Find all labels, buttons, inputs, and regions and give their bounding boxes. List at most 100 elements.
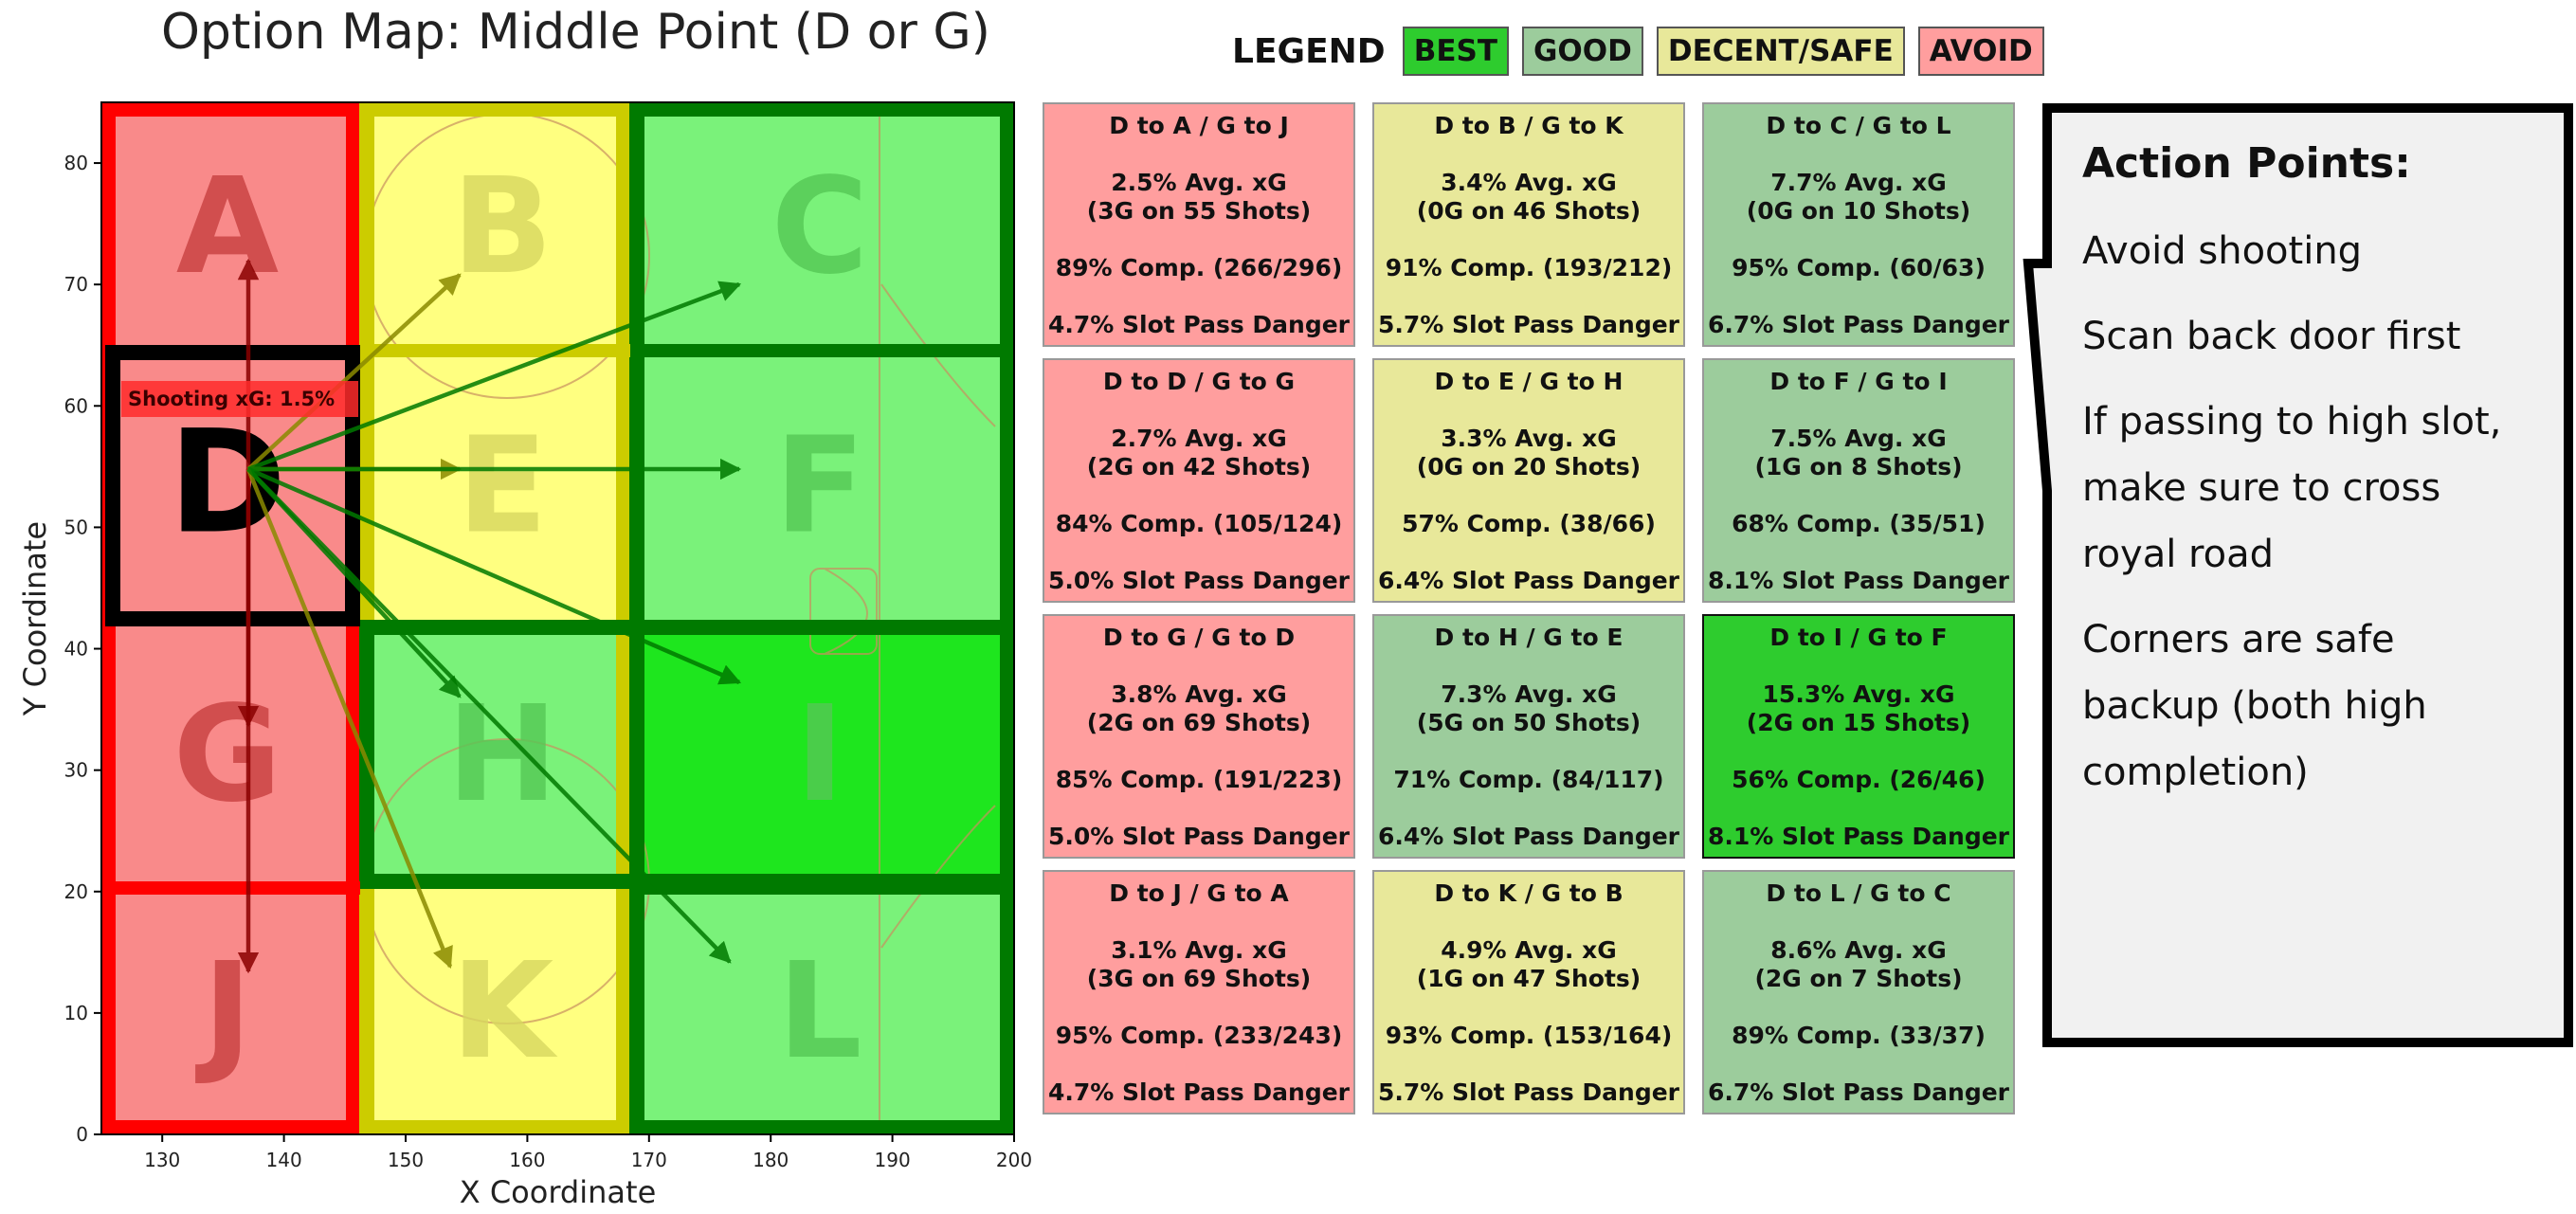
card-avg-xg: 7.5% Avg. xG: [1770, 425, 1947, 452]
zone-h: [360, 621, 630, 888]
card-header: D to F / G to I: [1769, 368, 1948, 395]
card-completion: 91% Comp. (193/212): [1385, 254, 1673, 281]
plot-frame: [100, 101, 1015, 1135]
zone-letter-i: I: [795, 678, 844, 832]
card-shots: (3G on 55 Shots): [1086, 197, 1312, 225]
card-completion: 56% Comp. (26/46): [1732, 766, 1986, 793]
action-points: Action Points: Avoid shooting Scan back …: [2082, 131, 2528, 824]
card-shots: (3G on 69 Shots): [1086, 965, 1312, 992]
origin-zone-box: [105, 345, 360, 626]
action-point: Scan back door first: [2082, 315, 2461, 358]
card-avg-xg: 2.7% Avg. xG: [1111, 425, 1287, 452]
y-axis-label: Y Coordinate: [17, 521, 53, 716]
card-shots: (2G on 42 Shots): [1086, 453, 1312, 480]
card-header: D to A / G to J: [1109, 112, 1289, 139]
card-completion: 95% Comp. (60/63): [1732, 254, 1986, 281]
x-tick-label: 140: [266, 1149, 302, 1171]
option-card: D to B / G to K 3.4% Avg. xG (0G on 46 Sho…: [1372, 102, 1685, 347]
card-slot-danger: 6.7% Slot Pass Danger: [1707, 1078, 2010, 1106]
zone-letter-c: C: [771, 150, 869, 304]
option-card: D to D / G to G 2.7% Avg. xG (2G on 42 Sho…: [1043, 358, 1355, 603]
card-avg-xg: 3.3% Avg. xG: [1441, 425, 1617, 452]
y-tick-label: 30: [64, 759, 88, 782]
card-slot-danger: 6.4% Slot Pass Danger: [1377, 823, 1680, 850]
shooting-xg-label: Shooting xG: 1.5%: [128, 388, 335, 410]
card-completion: 89% Comp. (33/37): [1732, 1022, 1986, 1049]
card-slot-danger: 6.7% Slot Pass Danger: [1707, 311, 2010, 338]
card-completion: 85% Comp. (191/223): [1055, 766, 1343, 793]
zone-letter-k: K: [451, 934, 558, 1089]
card-avg-xg: 15.3% Avg. xG: [1762, 680, 1955, 708]
pass-arrow: [245, 468, 453, 969]
zone-b: [360, 102, 630, 351]
action-point: Avoid shooting: [2082, 229, 2363, 273]
x-tick-label: 150: [388, 1149, 424, 1171]
card-header: D to E / G to H: [1434, 368, 1624, 395]
zone-letter-a: A: [176, 150, 279, 304]
card-shots: (0G on 46 Shots): [1416, 197, 1642, 225]
card-completion: 84% Comp. (105/124): [1055, 510, 1343, 537]
card-header: D to D / G to G: [1102, 368, 1296, 395]
legend-best: BEST: [1402, 27, 1509, 76]
zone-f: [630, 351, 1014, 621]
x-tick-label: 130: [144, 1149, 180, 1171]
zone-letter-j: J: [195, 934, 252, 1089]
zone-g: [101, 621, 360, 888]
x-tick-label: 200: [996, 1149, 1032, 1171]
card-slot-danger: 5.0% Slot Pass Danger: [1047, 567, 1351, 594]
option-card: D to H / G to E 7.3% Avg. xG (5G on 50 Sho…: [1372, 614, 1685, 859]
card-avg-xg: 3.4% Avg. xG: [1441, 169, 1617, 196]
option-card: D to E / G to H 3.3% Avg. xG (0G on 20 Sho…: [1372, 358, 1685, 603]
zone-i: [630, 621, 1014, 888]
x-tick-label: 170: [631, 1149, 667, 1171]
zone-c: [630, 102, 1014, 351]
action-point: Corners are safe backup (both high compl…: [2082, 618, 2427, 794]
card-slot-danger: 8.1% Slot Pass Danger: [1707, 823, 2010, 850]
zone-j: [101, 888, 360, 1134]
option-card: D to J / G to A 3.1% Avg. xG (3G on 69 Sho…: [1043, 870, 1355, 1114]
shooting-badge-bg: [121, 381, 358, 417]
x-tick-label: 180: [753, 1149, 789, 1171]
card-slot-danger: 5.7% Slot Pass Danger: [1377, 311, 1680, 338]
card-slot-danger: 4.7% Slot Pass Danger: [1047, 1078, 1351, 1106]
legend-avoid: AVOID: [1917, 27, 2044, 76]
y-tick-label: 10: [64, 1002, 88, 1024]
card-completion: 68% Comp. (35/51): [1732, 510, 1986, 537]
card-header: D to C / G to L: [1766, 112, 1951, 139]
x-axis-label: X Coordinate: [460, 1174, 657, 1210]
card-slot-danger: 4.7% Slot Pass Danger: [1047, 311, 1351, 338]
option-card: D to G / G to D 3.8% Avg. xG (2G on 69 Sho…: [1043, 614, 1355, 859]
card-completion: 95% Comp. (233/243): [1055, 1022, 1343, 1049]
zone-letter-h: H: [446, 678, 557, 832]
y-tick-label: 0: [76, 1123, 88, 1146]
card-completion: 93% Comp. (153/164): [1385, 1022, 1673, 1049]
y-tick-label: 80: [64, 152, 88, 174]
zone-letter-f: F: [774, 409, 865, 564]
zone-letter-g: G: [173, 678, 282, 832]
card-avg-xg: 8.6% Avg. xG: [1770, 936, 1947, 964]
legend-decent-safe: DECENT/SAFE: [1656, 27, 1905, 76]
zone-a: [101, 102, 360, 351]
zone-letter-e: E: [457, 409, 548, 564]
y-tick-label: 40: [64, 638, 88, 661]
y-tick-label: 60: [64, 394, 88, 417]
card-avg-xg: 3.8% Avg. xG: [1111, 680, 1287, 708]
zone-l: [630, 888, 1014, 1134]
legend: LEGEND BEST GOOD DECENT/SAFE AVOID: [1232, 27, 2044, 76]
y-tick-label: 50: [64, 516, 88, 538]
card-header: D to K / G to B: [1434, 879, 1624, 907]
legend-title: LEGEND: [1232, 31, 1386, 71]
pass-arrow: [247, 466, 742, 685]
card-slot-danger: 5.0% Slot Pass Danger: [1047, 823, 1351, 850]
card-header: D to L / G to C: [1766, 879, 1951, 907]
option-card: D to I / G to F 15.3% Avg. xG (2G on 15 Sh…: [1702, 614, 2015, 859]
card-avg-xg: 7.7% Avg. xG: [1770, 169, 1947, 196]
card-shots: (2G on 69 Shots): [1086, 709, 1312, 736]
card-avg-xg: 7.3% Avg. xG: [1441, 680, 1617, 708]
card-slot-danger: 6.4% Slot Pass Danger: [1377, 567, 1680, 594]
card-completion: 89% Comp. (266/296): [1055, 254, 1343, 281]
y-tick-label: 20: [64, 880, 88, 903]
card-completion: 71% Comp. (84/117): [1393, 766, 1664, 793]
card-header: D to B / G to K: [1434, 112, 1624, 139]
card-shots: (0G on 10 Shots): [1746, 197, 1971, 225]
